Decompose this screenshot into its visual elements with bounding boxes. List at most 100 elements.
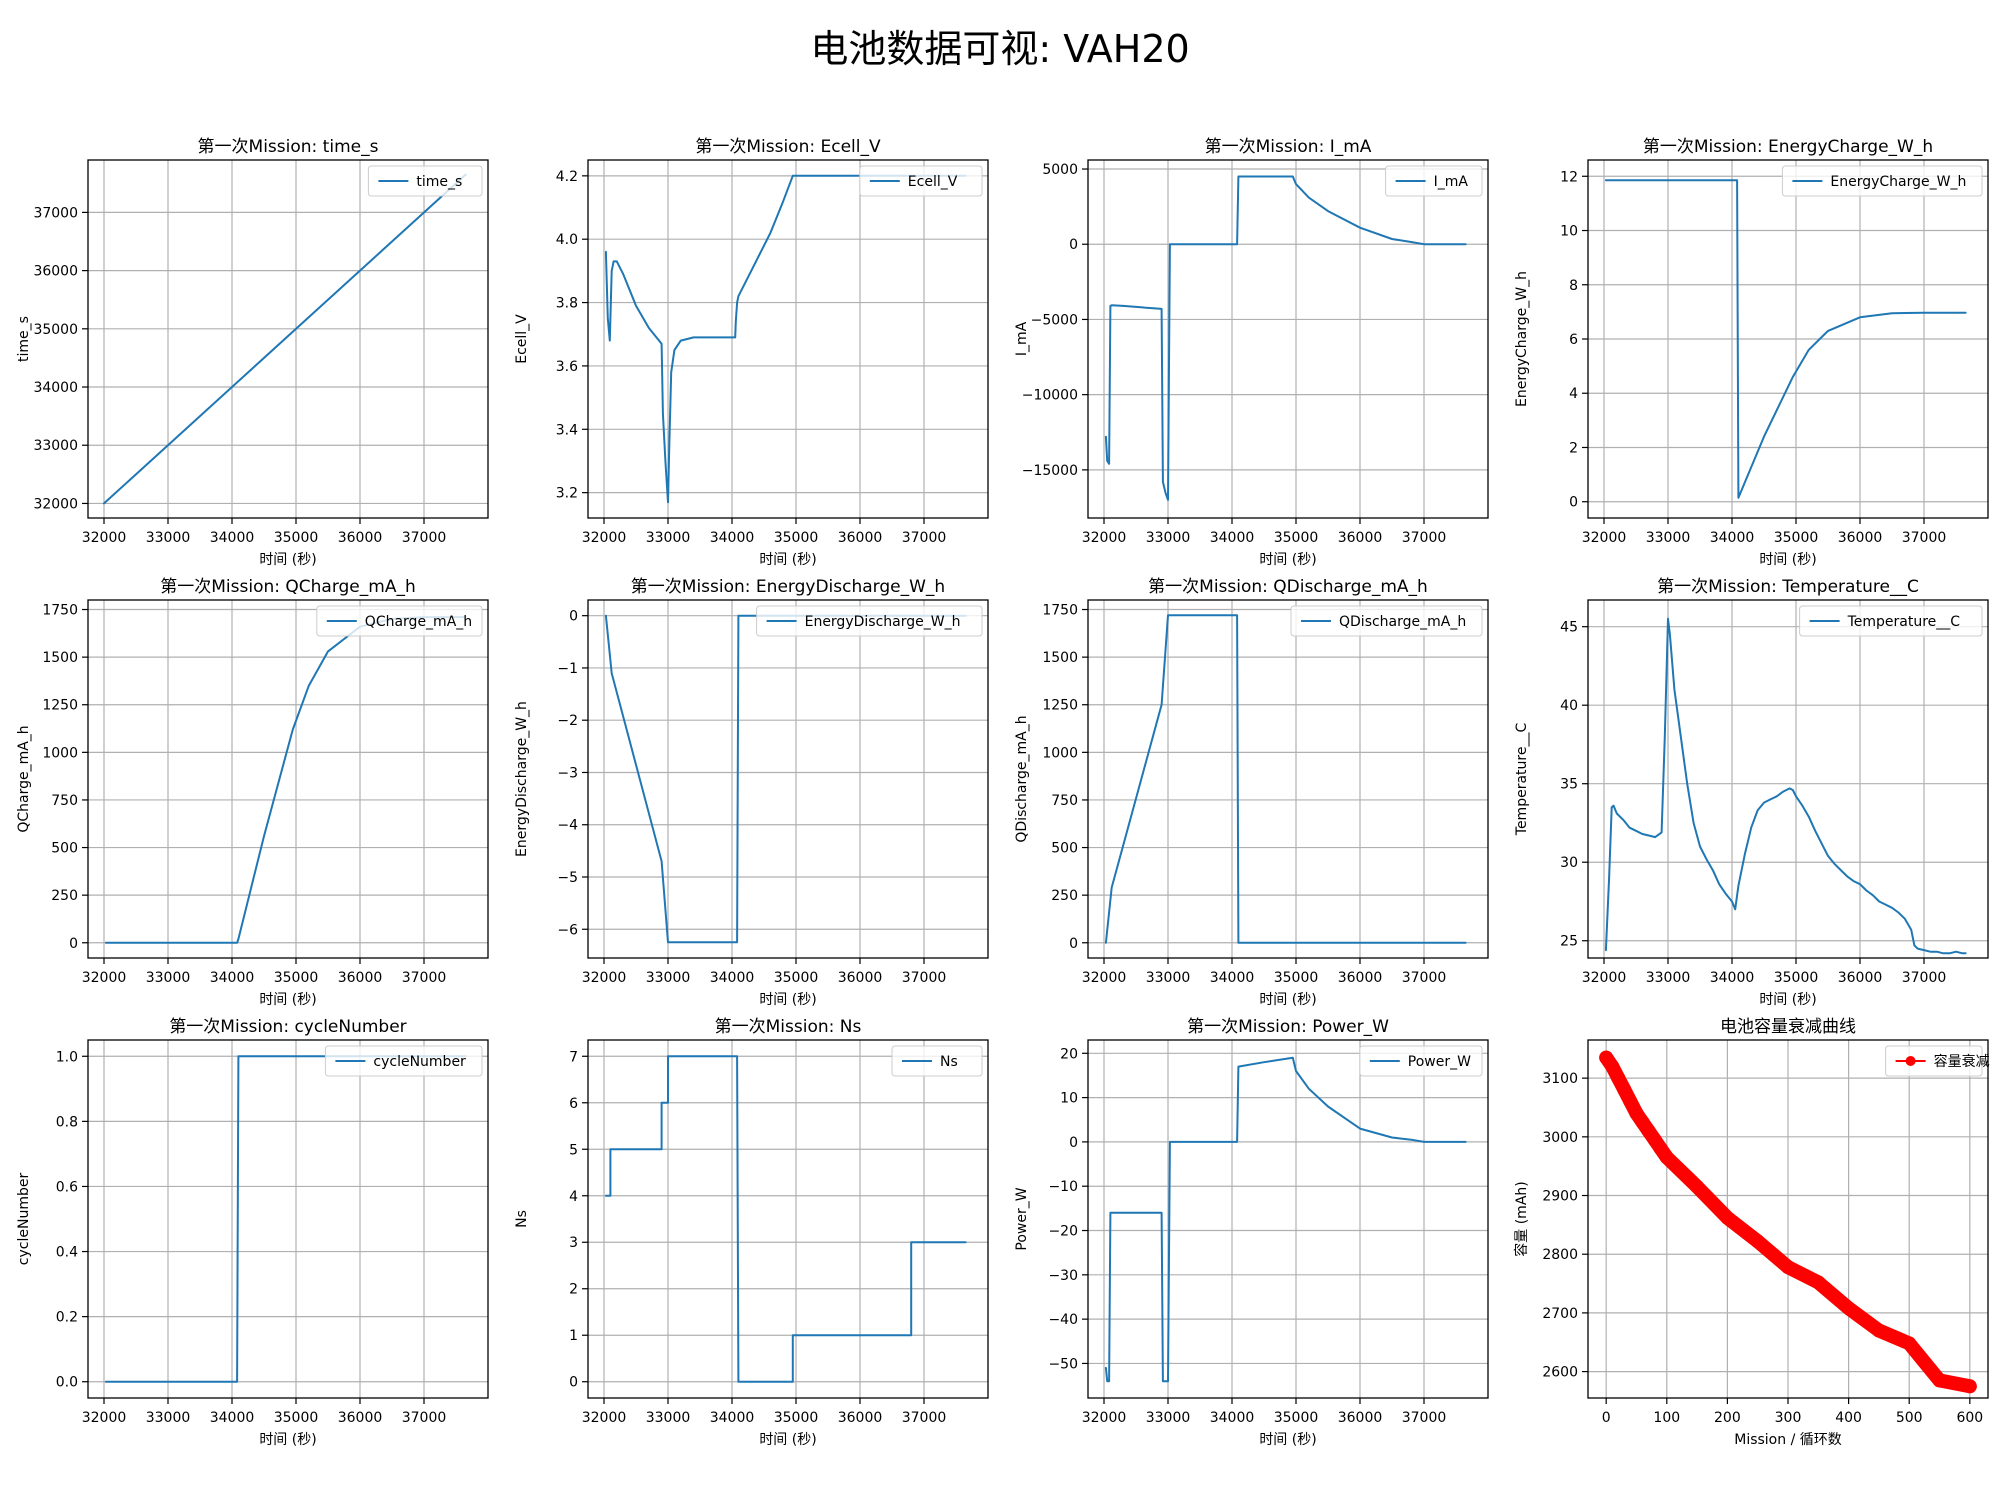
y-tick-label: 3100 bbox=[1542, 1071, 1578, 1087]
y-tick-label: 1 bbox=[569, 1328, 578, 1344]
series-line-Temperature__C bbox=[1604, 617, 1967, 955]
y-tick-label: 4.0 bbox=[556, 232, 578, 248]
y-tick-label: 2800 bbox=[1542, 1247, 1578, 1263]
subplot-12: 0 100 200 300 400 500 600 2600 2700 2800 2900 3000 3… bbox=[1513, 1017, 1990, 1448]
data-point bbox=[1781, 1260, 1795, 1275]
legend-label: I_mA bbox=[1434, 174, 1469, 190]
y-tick-label: 34000 bbox=[33, 380, 78, 396]
x-tick-label: 34000 bbox=[1210, 530, 1255, 546]
x-tick-label: 34000 bbox=[1710, 970, 1755, 986]
y-tick-label: −20 bbox=[1048, 1224, 1078, 1240]
legend-box bbox=[756, 605, 983, 637]
x-tick-label: 37000 bbox=[902, 970, 947, 986]
x-tick-label: 32000 bbox=[82, 970, 127, 986]
x-axis-label: Mission / 循环数 bbox=[1734, 1432, 1842, 1448]
legend-label: Temperature__C bbox=[1847, 614, 1961, 630]
x-axis-label: 时间 (秒) bbox=[259, 1432, 316, 1448]
data-point bbox=[1605, 1059, 1620, 1074]
y-tick-label: 2700 bbox=[1542, 1306, 1578, 1322]
y-tick-label: −50 bbox=[1048, 1356, 1078, 1372]
x-tick-label: 0 bbox=[1602, 1410, 1611, 1426]
data-point bbox=[1720, 1210, 1735, 1225]
y-axis-label: QDischarge_mA_h bbox=[1014, 715, 1030, 842]
y-tick-label: 1.0 bbox=[56, 1049, 78, 1065]
x-tick-label: 32000 bbox=[582, 1410, 627, 1426]
subplot-7: 32000 33000 34000 35000 36000 37000 0 250 500 750… bbox=[1014, 577, 1489, 1008]
x-tick-label: 35000 bbox=[1774, 530, 1819, 546]
y-tick-label: −30 bbox=[1048, 1268, 1078, 1284]
y-tick-label: 0 bbox=[1069, 1135, 1078, 1151]
y-tick-label: 2600 bbox=[1542, 1365, 1578, 1381]
axes-frame bbox=[87, 1039, 489, 1399]
series-line-QCharge_mA_h bbox=[104, 616, 467, 944]
x-tick-label: 600 bbox=[1956, 1410, 1983, 1426]
x-axis-label: 时间 (秒) bbox=[759, 1432, 816, 1448]
y-tick-label: −2 bbox=[557, 713, 578, 729]
x-tick-label: 32000 bbox=[582, 970, 627, 986]
x-tick-label: 34000 bbox=[710, 530, 755, 546]
y-tick-label: −15000 bbox=[1022, 463, 1078, 479]
x-axis-label: 时间 (秒) bbox=[759, 992, 816, 1008]
legend-box bbox=[1781, 165, 1983, 197]
x-tick-label: 35000 bbox=[274, 1410, 319, 1426]
subplot-title: 第一次Mission: EnergyCharge_W_h bbox=[1643, 137, 1933, 157]
axes-frame bbox=[1087, 599, 1489, 959]
y-tick-label: 10 bbox=[1060, 1091, 1078, 1107]
data-point bbox=[1750, 1234, 1765, 1249]
legend-label: Power_W bbox=[1408, 1054, 1471, 1070]
y-tick-label: 500 bbox=[1051, 841, 1078, 857]
y-tick-label: 2900 bbox=[1542, 1189, 1578, 1205]
axes-frame bbox=[587, 599, 989, 959]
series-line-EnergyCharge_W_h bbox=[1604, 179, 1967, 499]
y-tick-label: 12 bbox=[1560, 169, 1578, 185]
subplot-title: 第一次Mission: Temperature__C bbox=[1657, 577, 1919, 597]
legend-box bbox=[1799, 605, 1983, 637]
legend-box bbox=[891, 1045, 983, 1077]
legend-label: 容量衰减 bbox=[1934, 1053, 1990, 1070]
y-tick-label: 1000 bbox=[1042, 745, 1078, 761]
y-tick-label: 8 bbox=[1569, 278, 1578, 294]
x-tick-label: 37000 bbox=[402, 1410, 447, 1426]
x-tick-label: 200 bbox=[1714, 1410, 1741, 1426]
data-point bbox=[1623, 1094, 1638, 1109]
data-point bbox=[1617, 1082, 1632, 1097]
x-tick-label: 33000 bbox=[1646, 970, 1691, 986]
y-tick-label: −10000 bbox=[1022, 388, 1078, 404]
x-tick-label: 34000 bbox=[1210, 970, 1255, 986]
data-point bbox=[1690, 1179, 1705, 1194]
x-axis-label: 时间 (秒) bbox=[1759, 992, 1816, 1008]
y-tick-label: 1750 bbox=[1042, 603, 1078, 619]
data-point bbox=[1902, 1336, 1917, 1351]
y-tick-label: −5 bbox=[557, 870, 578, 886]
x-tick-label: 35000 bbox=[1274, 1410, 1319, 1426]
y-tick-label: 30 bbox=[1560, 855, 1578, 871]
x-tick-label: 34000 bbox=[710, 970, 755, 986]
y-tick-label: 3.4 bbox=[556, 422, 578, 438]
y-tick-label: 32000 bbox=[33, 496, 78, 512]
series-line-Ecell_V bbox=[604, 174, 967, 504]
y-tick-label: 6 bbox=[1569, 332, 1578, 348]
subplot-title: 第一次Mission: Ecell_V bbox=[695, 137, 881, 157]
series-line-Power_W bbox=[1104, 1056, 1467, 1383]
y-tick-label: 37000 bbox=[33, 205, 78, 221]
x-tick-label: 33000 bbox=[646, 530, 691, 546]
x-tick-label: 100 bbox=[1653, 1410, 1680, 1426]
axes-frame bbox=[587, 1039, 989, 1399]
subplot-2: 32000 33000 34000 35000 36000 37000 3.2 3.4 3.6 3… bbox=[514, 137, 989, 568]
data-point bbox=[1871, 1323, 1886, 1338]
x-tick-label: 32000 bbox=[1082, 970, 1127, 986]
x-axis-label: 时间 (秒) bbox=[1759, 552, 1816, 568]
x-tick-label: 34000 bbox=[210, 530, 255, 546]
x-tick-label: 36000 bbox=[838, 1410, 883, 1426]
y-tick-label: −5000 bbox=[1031, 312, 1078, 328]
legend-box bbox=[1290, 605, 1483, 637]
x-tick-label: 35000 bbox=[274, 530, 319, 546]
x-tick-label: 35000 bbox=[1274, 970, 1319, 986]
legend-marker bbox=[1905, 1056, 1916, 1066]
y-tick-label: 3000 bbox=[1542, 1130, 1578, 1146]
series-line-time_s bbox=[103, 173, 467, 505]
legend-box bbox=[859, 165, 983, 197]
y-tick-label: 36000 bbox=[33, 264, 78, 280]
y-tick-label: 0 bbox=[569, 609, 578, 625]
y-axis-label: EnergyCharge_W_h bbox=[1514, 271, 1530, 407]
